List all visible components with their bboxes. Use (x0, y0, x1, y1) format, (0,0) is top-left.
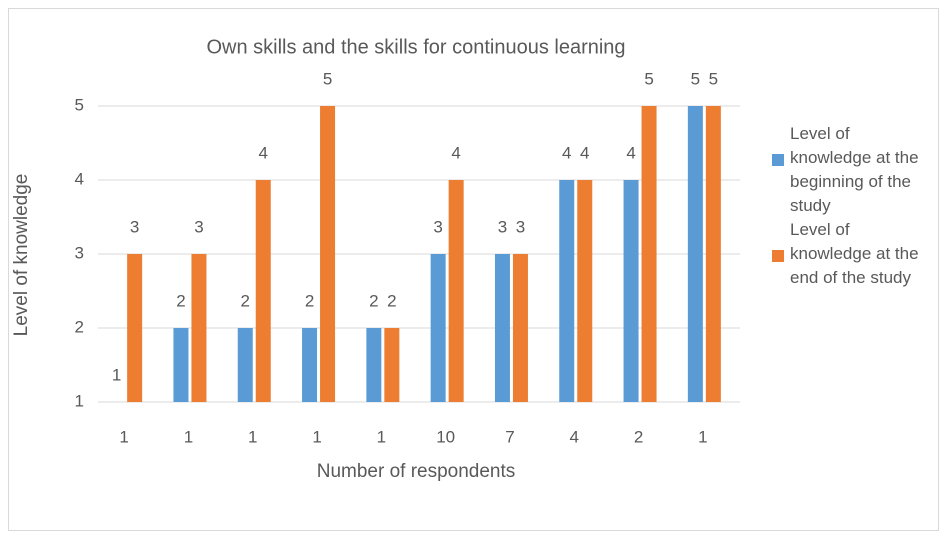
y-tick-label: 2 (75, 317, 84, 336)
bar (127, 254, 143, 402)
y-tick-label: 4 (75, 169, 84, 188)
x-tick-label: 1 (184, 427, 193, 446)
x-tick-label: 1 (119, 427, 128, 446)
data-label: 4 (451, 143, 460, 162)
bar (687, 106, 703, 402)
data-label: 4 (580, 143, 589, 162)
y-tick-label: 3 (75, 243, 84, 262)
y-axis-label: Level of knowledge (11, 174, 32, 337)
x-tick-label: 1 (377, 427, 386, 446)
bar (623, 180, 639, 402)
bar (430, 254, 446, 402)
x-tick-label: 1 (248, 427, 257, 446)
bar (255, 180, 271, 402)
x-tick-label: 10 (436, 427, 455, 446)
data-label: 3 (194, 217, 203, 236)
bar (494, 254, 510, 402)
data-label: 5 (644, 69, 653, 88)
legend-item: Level of knowledge at the end of the stu… (772, 218, 932, 290)
data-label: 1 (112, 365, 121, 384)
data-label: 5 (709, 69, 718, 88)
data-label: 2 (369, 291, 378, 310)
data-label: 2 (176, 291, 185, 310)
x-axis-label: Number of respondents (317, 461, 516, 482)
bar (559, 180, 575, 402)
legend-swatch (772, 154, 784, 166)
bar (237, 328, 253, 402)
x-tick-label: 1 (698, 427, 707, 446)
legend: Level of knowledge at the beginning of t… (772, 122, 932, 290)
bar (173, 328, 189, 402)
legend-label: Level of knowledge at the end of the stu… (790, 220, 919, 287)
data-label: 5 (691, 69, 700, 88)
y-tick-label: 5 (75, 95, 84, 114)
bar (512, 254, 528, 402)
data-label: 2 (241, 291, 250, 310)
data-label: 5 (323, 69, 332, 88)
data-label: 3 (433, 217, 442, 236)
legend-label: Level of knowledge at the beginning of t… (790, 124, 919, 215)
chart-title: Own skills and the skills for continuous… (206, 36, 625, 58)
x-tick-label: 1 (312, 427, 321, 446)
bar (320, 106, 336, 402)
bar (641, 106, 657, 402)
bar (366, 328, 382, 402)
bar (577, 180, 593, 402)
legend-swatch (772, 250, 784, 262)
bar (705, 106, 721, 402)
legend-item: Level of knowledge at the beginning of t… (772, 122, 932, 218)
chart-border (8, 8, 939, 531)
x-tick-label: 4 (570, 427, 579, 446)
x-tick-label: 2 (634, 427, 643, 446)
y-tick-label: 1 (75, 391, 84, 410)
data-label: 2 (305, 291, 314, 310)
data-label: 2 (387, 291, 396, 310)
data-label: 3 (130, 217, 139, 236)
data-label: 4 (259, 143, 268, 162)
data-label: 3 (516, 217, 525, 236)
data-label: 3 (498, 217, 507, 236)
bar (384, 328, 400, 402)
data-label: 4 (626, 143, 635, 162)
bar (302, 328, 318, 402)
x-tick-label: 7 (505, 427, 514, 446)
bar (191, 254, 207, 402)
data-label: 4 (562, 143, 571, 162)
bar (448, 180, 464, 402)
